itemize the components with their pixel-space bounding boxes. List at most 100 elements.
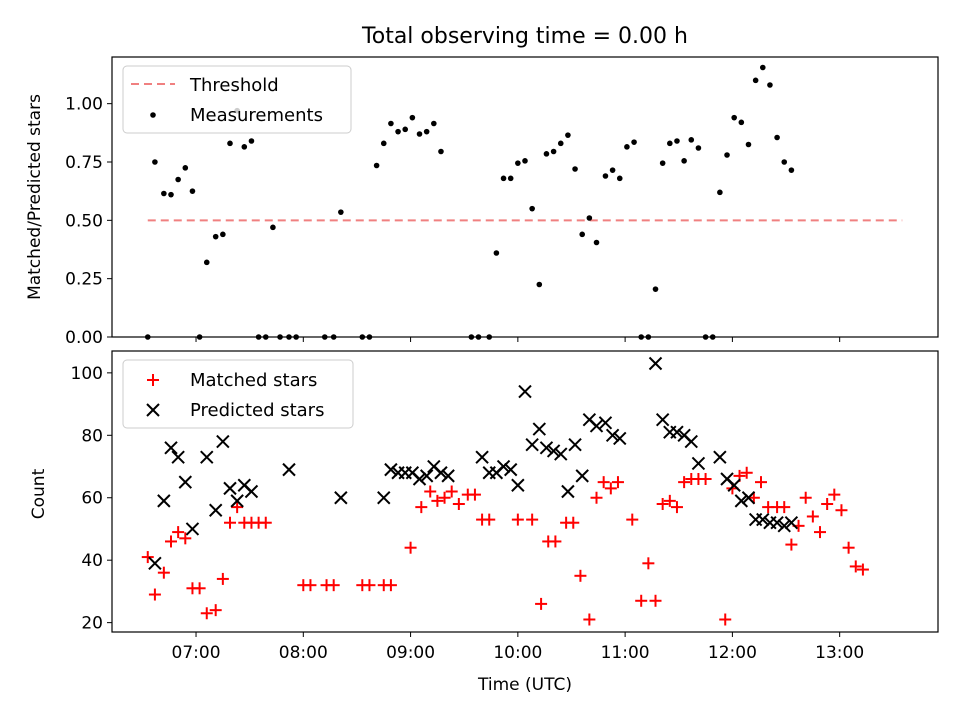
matched-star-point — [179, 532, 192, 545]
bottom-x-ticks: 07:00 08:00 09:00 10:00 11:00 12:00 13:00 — [172, 632, 864, 663]
matched-star-point — [856, 563, 869, 576]
measurement-point — [175, 176, 181, 183]
predicted-star-point — [670, 425, 684, 439]
measurement-point — [724, 152, 730, 158]
x-tick-label: 07:00 — [172, 643, 221, 663]
measurement-point — [500, 175, 507, 182]
x-tick-label: 09:00 — [386, 643, 435, 663]
measurement-point — [529, 205, 535, 212]
top-y-ticks: 0.00 0.25 0.50 0.75 1.00 — [65, 95, 112, 348]
matched-star-point — [483, 513, 496, 526]
measurement-point — [767, 82, 773, 88]
measurement-point — [652, 286, 659, 292]
legend-threshold-label: Threshold — [189, 75, 279, 96]
measurement-point — [745, 141, 752, 148]
predicted-star-point — [784, 516, 799, 530]
matched-star-point — [626, 513, 639, 526]
matched-star-point — [567, 516, 580, 529]
measurement-point — [431, 120, 437, 127]
matched-star-point — [590, 491, 603, 504]
matched-star-point — [304, 579, 317, 592]
measurement-point — [522, 158, 528, 164]
legend-predicted-marker — [146, 403, 160, 417]
measurement-point — [168, 191, 174, 198]
matched-star-point — [642, 557, 655, 570]
matched-star-point — [445, 485, 458, 498]
predicted-star-point — [157, 494, 171, 508]
predicted-star-point — [171, 450, 185, 464]
matched-star-point — [224, 516, 236, 529]
x-tick-label: 13:00 — [815, 643, 864, 663]
measurement-point — [152, 159, 158, 165]
measurement-point — [695, 145, 702, 151]
bottom-plot-area — [141, 356, 869, 626]
predicted-star-point — [525, 437, 539, 452]
matched-star-point — [415, 501, 428, 514]
bottom-y-axis-label: Count — [29, 468, 49, 519]
predicted-star-point — [713, 450, 727, 464]
matched-star-point — [216, 572, 229, 585]
legend-measurements-label: Measurements — [190, 105, 323, 126]
top-y-tick-label: 0.00 — [65, 328, 103, 348]
bottom-legend-box — [122, 359, 354, 429]
bottom-y-ticks: 20 40 60 80 100 — [71, 364, 112, 634]
matched-star-point — [574, 569, 587, 582]
matched-star-point — [649, 594, 662, 607]
measurement-point — [248, 138, 255, 144]
predicted-star-point — [384, 462, 398, 477]
x-tick-label: 11:00 — [601, 643, 650, 663]
predicted-star-point — [648, 356, 663, 371]
measurement-point — [395, 128, 401, 135]
measurement-point — [774, 134, 780, 141]
predicted-star-point — [613, 431, 627, 446]
predicted-star-point — [334, 491, 348, 505]
measurement-point — [659, 160, 666, 166]
predicted-star-point — [684, 434, 698, 449]
matched-star-point — [193, 582, 206, 595]
matched-star-point — [209, 604, 222, 617]
matched-star-point — [656, 497, 669, 510]
matched-star-point — [604, 482, 617, 495]
predicted-star-point — [412, 472, 427, 486]
matched-star-point — [597, 476, 610, 489]
matched-star-point — [778, 501, 791, 514]
x-tick-label: 08:00 — [279, 643, 328, 663]
bottom-y-tick-label: 20 — [81, 614, 103, 634]
measurement-point — [373, 162, 380, 169]
predicted-star-point — [575, 469, 589, 483]
matched-star-point — [231, 501, 244, 514]
measurement-point — [182, 165, 189, 171]
matched-star-point — [468, 488, 481, 501]
measurement-point — [388, 120, 394, 127]
predicted-star-point — [605, 428, 620, 443]
measurement-point — [423, 128, 430, 135]
top-chart: Total observing time = 0.00 h 0.000.250.… — [25, 24, 939, 348]
matched-star-point — [363, 579, 376, 592]
matched-star-point — [699, 473, 712, 486]
predicted-star-point — [185, 522, 200, 536]
predicted-star-point — [539, 441, 554, 455]
measurement-point — [212, 233, 219, 240]
measurement-point — [493, 250, 500, 256]
measurement-point — [241, 144, 248, 150]
measurement-point — [227, 140, 233, 147]
measurement-point — [781, 159, 788, 165]
predicted-star-point — [589, 419, 604, 433]
measurement-point — [674, 138, 680, 144]
predicted-star-point — [230, 494, 244, 508]
predicted-star-point — [727, 478, 741, 492]
predicted-star-point — [554, 447, 568, 461]
matched-star-point — [799, 491, 812, 504]
top-y-tick-label: 0.75 — [65, 153, 103, 173]
matched-star-point — [849, 560, 862, 573]
measurement-point — [624, 144, 630, 150]
matched-star-point — [842, 541, 855, 554]
measurement-point — [609, 167, 616, 173]
measurement-point — [338, 209, 344, 215]
matched-star-point — [785, 538, 798, 551]
predicted-star-point — [475, 450, 489, 464]
measurement-point — [220, 231, 226, 238]
measurement-point — [593, 239, 600, 246]
matched-star-point — [172, 526, 185, 539]
predicted-star-point — [691, 456, 706, 471]
